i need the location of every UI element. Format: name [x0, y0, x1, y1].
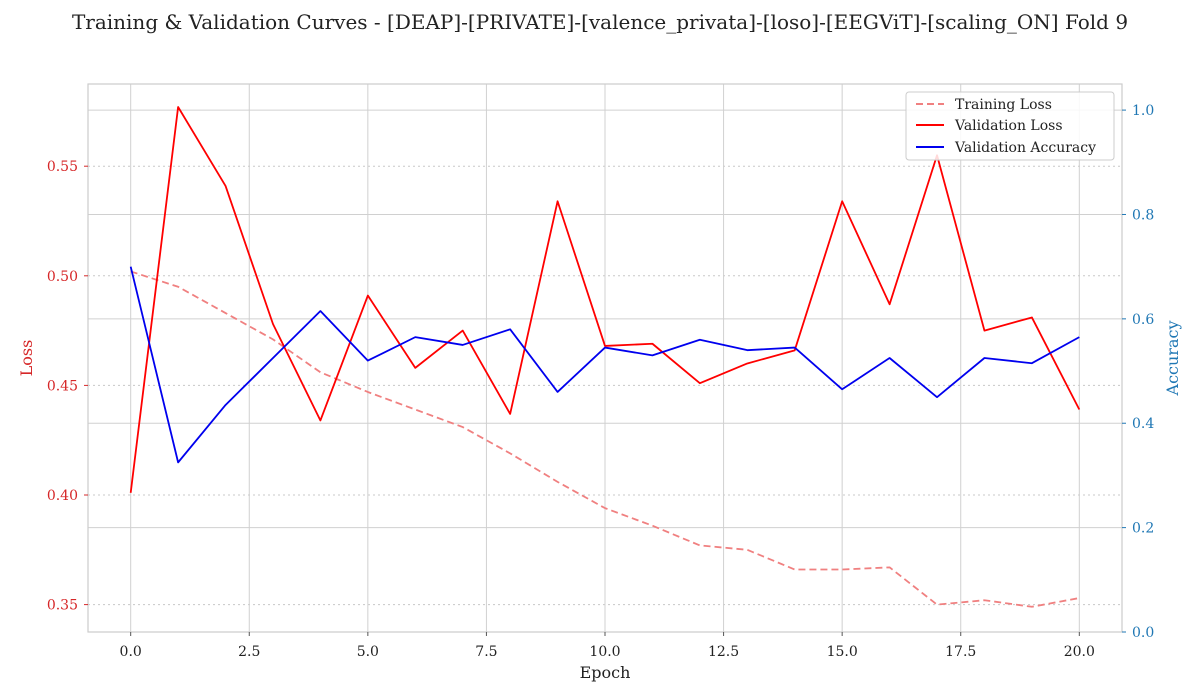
y-right-tick-label: 0.8 [1132, 207, 1154, 223]
point-validation-accuracy [318, 309, 322, 313]
point-validation-loss [366, 293, 370, 297]
point-training-loss [1030, 605, 1034, 609]
x-tick-label: 12.5 [708, 644, 739, 660]
point-training-loss [745, 548, 749, 552]
point-training-loss [603, 506, 607, 510]
x-tick-label: 5.0 [357, 644, 379, 660]
point-validation-loss [555, 199, 559, 203]
y-left-ticks: 0.35 0.40 0.45 0.50 0.55 [47, 159, 88, 614]
y-left-tick-label: 0.40 [47, 488, 78, 504]
legend-label-training-loss: Training Loss [955, 97, 1052, 113]
y-right-axis-title: Accuracy [1163, 321, 1182, 397]
series-line-training-loss [130, 270, 1080, 608]
y-left-tick-label: 0.45 [47, 378, 78, 394]
x-tick-label: 20.0 [1064, 644, 1095, 660]
series-line-validation-loss [129, 106, 1081, 493]
point-validation-accuracy [793, 345, 797, 349]
point-validation-loss [887, 302, 891, 306]
point-validation-loss [128, 491, 132, 495]
y-right-tick-label: 0.0 [1132, 625, 1154, 641]
point-training-loss [1077, 596, 1081, 600]
point-validation-accuracy [935, 395, 939, 399]
x-tick-label: 17.5 [945, 644, 976, 660]
y-right-ticks: 0.0 0.2 0.4 0.6 0.8 1.0 [1122, 103, 1154, 641]
point-validation-accuracy [1077, 335, 1081, 339]
point-training-loss [650, 523, 654, 527]
point-validation-accuracy [271, 356, 275, 360]
point-validation-accuracy [508, 327, 512, 331]
point-validation-loss [318, 418, 322, 422]
point-training-loss [793, 567, 797, 571]
point-validation-accuracy [745, 348, 749, 352]
point-training-loss [271, 337, 275, 341]
point-validation-loss [176, 105, 180, 109]
point-training-loss [413, 407, 417, 411]
x-axis-title: Epoch [580, 663, 631, 682]
x-tick-label: 2.5 [238, 644, 260, 660]
point-validation-loss [508, 412, 512, 416]
x-tick-label: 7.5 [475, 644, 497, 660]
point-validation-accuracy [698, 338, 702, 342]
point-training-loss [555, 480, 559, 484]
point-validation-loss [1077, 407, 1081, 411]
point-validation-accuracy [650, 353, 654, 357]
chart-title: Training & Validation Curves - [DEAP]-[P… [72, 10, 1128, 34]
y-left-tick-label: 0.50 [47, 269, 78, 285]
point-validation-loss [271, 322, 275, 326]
point-training-loss [935, 602, 939, 606]
legend-label-validation-loss: Validation Loss [954, 118, 1063, 134]
point-validation-loss [698, 381, 702, 385]
point-training-loss [366, 390, 370, 394]
point-validation-accuracy [223, 403, 227, 407]
point-validation-loss [223, 184, 227, 188]
point-training-loss [840, 567, 844, 571]
y-left-tick-label: 0.55 [47, 159, 78, 175]
point-validation-accuracy [887, 356, 891, 360]
y-left-axis-title: Loss [17, 340, 36, 377]
point-validation-loss [840, 199, 844, 203]
y-right-tick-label: 0.4 [1132, 416, 1154, 432]
point-training-loss [887, 565, 891, 569]
y-right-tick-label: 1.0 [1132, 103, 1154, 119]
point-training-loss [508, 451, 512, 455]
series-layer [128, 105, 1081, 609]
point-validation-accuracy [366, 358, 370, 362]
point-validation-loss [745, 361, 749, 365]
series-line-validation-accuracy [129, 266, 1080, 464]
point-training-loss [698, 543, 702, 547]
point-validation-accuracy [603, 345, 607, 349]
y-right-tick-label: 0.2 [1132, 521, 1154, 537]
x-tick-label: 0.0 [120, 644, 142, 660]
point-validation-loss [982, 328, 986, 332]
point-validation-accuracy [413, 335, 417, 339]
point-training-loss [461, 425, 465, 429]
y-right-tick-label: 0.6 [1132, 312, 1154, 328]
legend: Training Loss Validation Loss Validation… [905, 91, 1115, 161]
point-training-loss [982, 598, 986, 602]
x-grid [130, 84, 1080, 632]
point-validation-loss [461, 328, 465, 332]
point-training-loss [223, 311, 227, 315]
y-left-tick-label: 0.35 [47, 598, 78, 614]
point-validation-loss [650, 342, 654, 346]
point-validation-accuracy [176, 460, 180, 464]
x-tick-label: 10.0 [589, 644, 620, 660]
point-training-loss [176, 285, 180, 289]
x-tick-label: 15.0 [827, 644, 858, 660]
legend-box [905, 91, 1115, 161]
point-validation-accuracy [461, 343, 465, 347]
point-validation-accuracy [1030, 361, 1034, 365]
point-validation-accuracy [840, 387, 844, 391]
legend-label-validation-accuracy: Validation Accuracy [954, 140, 1096, 156]
point-validation-loss [413, 366, 417, 370]
point-training-loss [318, 370, 322, 374]
point-validation-accuracy [128, 264, 132, 268]
x-ticks: 0.0 2.5 5.0 7.5 10.0 12.5 15.0 17.5 20.0 [120, 632, 1095, 660]
point-validation-accuracy [555, 390, 559, 394]
point-validation-loss [1030, 315, 1034, 319]
point-validation-accuracy [982, 356, 986, 360]
